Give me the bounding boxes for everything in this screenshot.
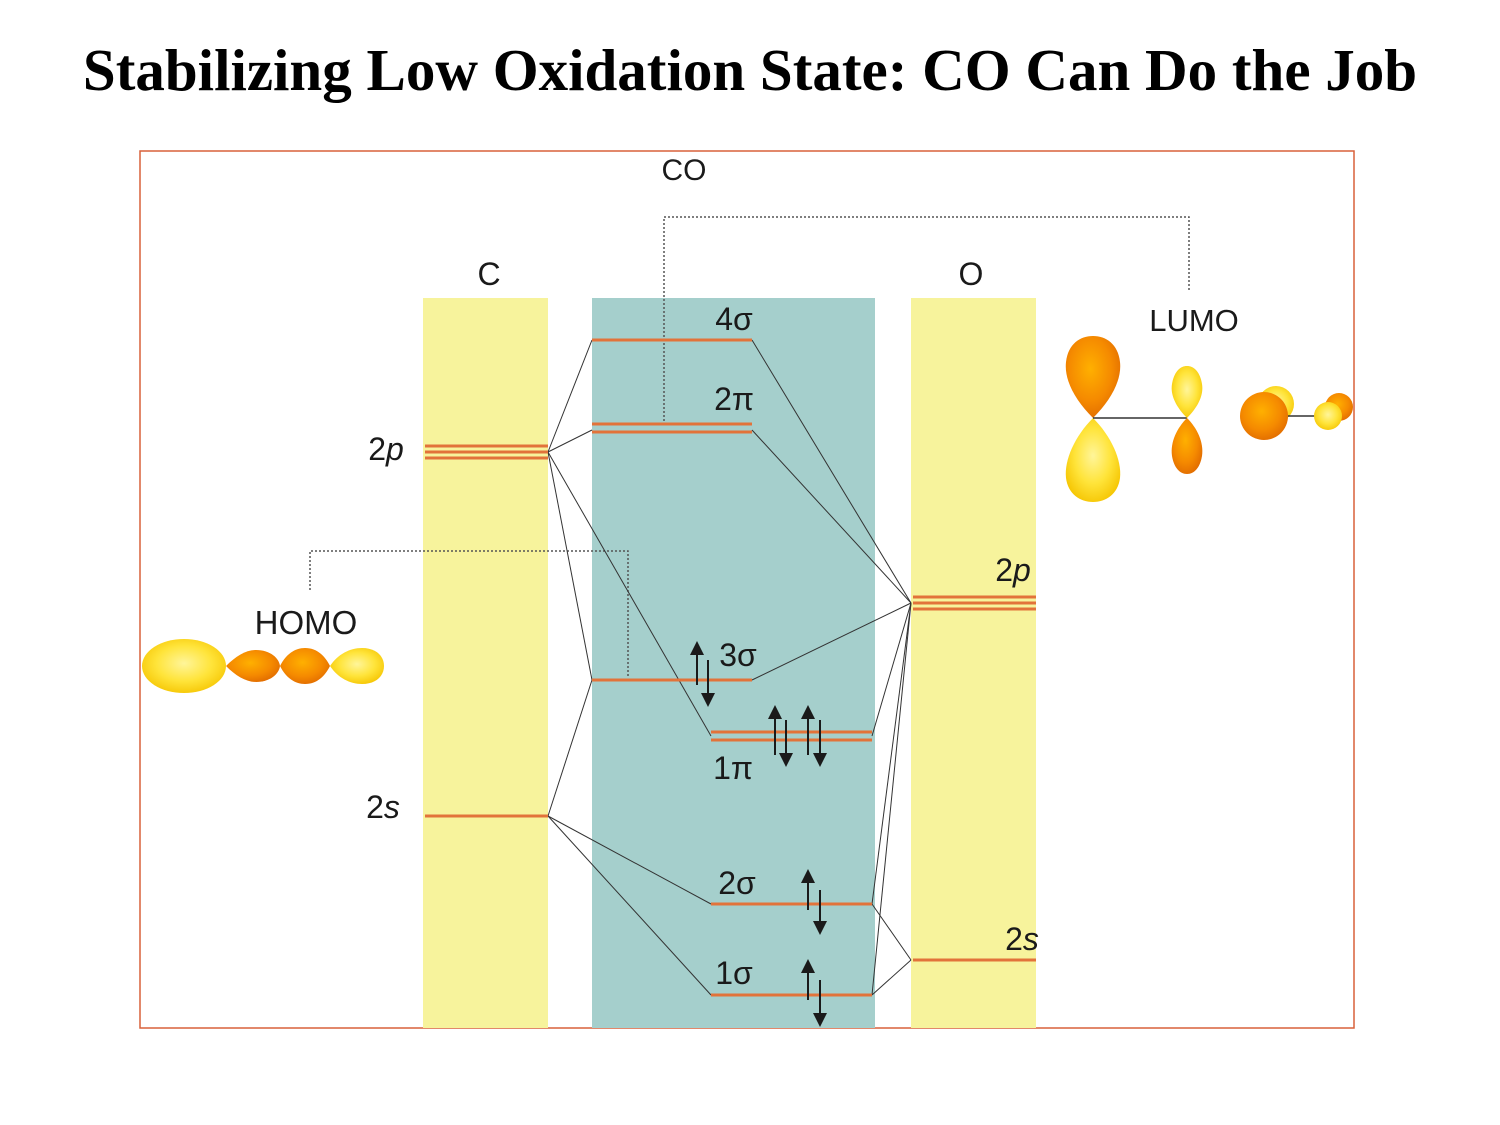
up-down-arrow-icon [801,869,827,935]
c-2p-level [425,444,548,460]
oxygen-column [911,298,1036,1028]
lumo-label: LUMO [1149,303,1239,338]
mo-2pi-level [592,422,752,434]
o-2p-level [913,595,1036,611]
electron-arrows [690,641,827,1027]
mo-2pi-label: 2π [714,381,754,417]
o-2s-label: 2s [1005,921,1039,957]
homo-label: HOMO [255,604,358,641]
homo-lobe-icon [142,639,384,693]
up-down-arrow-icon [801,705,827,767]
molecule-column [592,298,875,1028]
up-down-arrow-icon [768,705,793,767]
c-2p-label: 2p [368,431,404,467]
mo-1pi-level [711,730,872,742]
lumo-lobe-icon [1065,336,1353,502]
mo-1sigma-label: 1σ [715,955,753,991]
oxygen-label: O [959,256,984,292]
slide-title: Stabilizing Low Oxidation State: CO Can … [82,37,1418,103]
o-2p-label: 2p [995,552,1031,588]
mo-1pi-label: 1π [713,750,753,786]
carbon-label: C [477,256,500,292]
mo-2sigma-label: 2σ [718,865,756,901]
homo-connector [309,550,629,678]
molecule-label: CO [662,154,707,187]
mo-3sigma-label: 3σ [719,637,757,673]
mo-4sigma-label: 4σ [715,301,753,337]
c-2s-label: 2s [366,789,400,825]
carbon-column [423,298,548,1028]
up-down-arrow-icon [690,641,715,707]
lumo-connector [663,216,1190,425]
correlation-lines [547,339,912,996]
up-down-arrow-icon [801,959,827,1027]
